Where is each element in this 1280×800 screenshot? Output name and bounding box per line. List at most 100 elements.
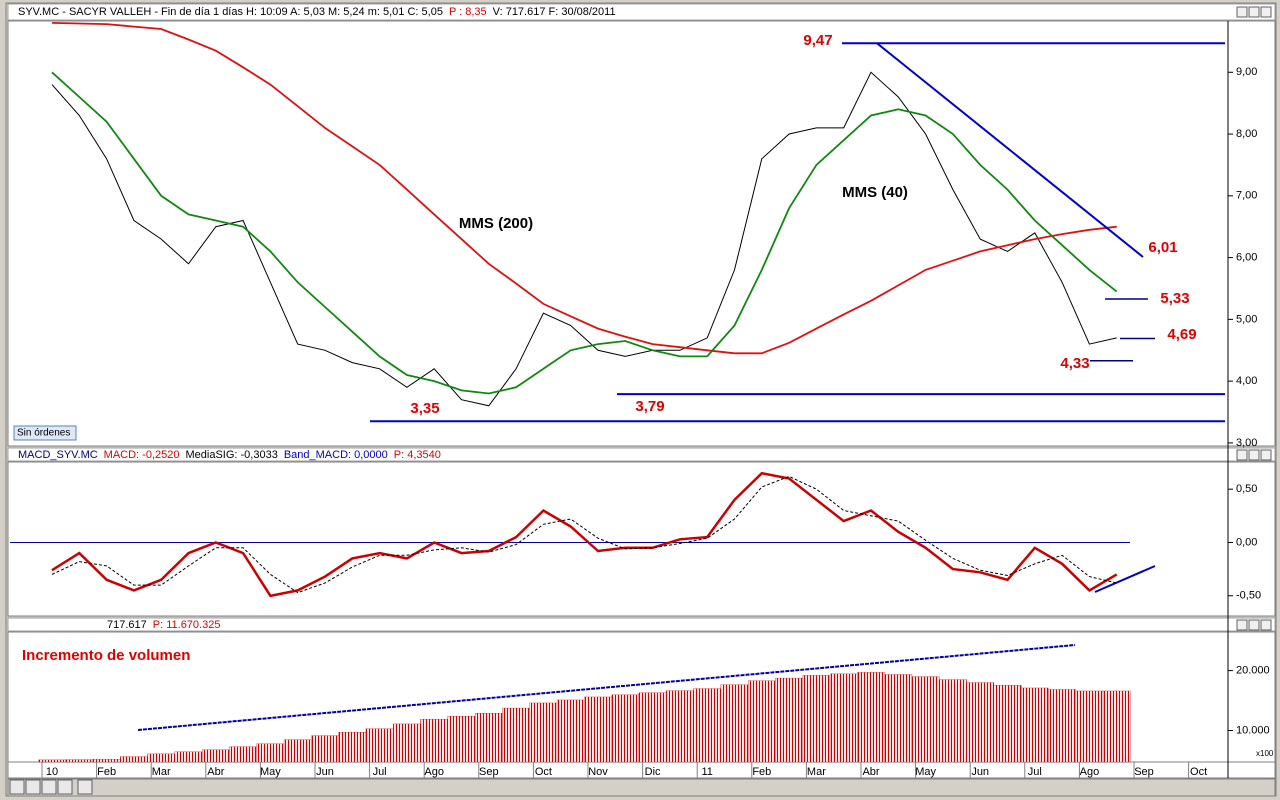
volume-bar bbox=[829, 673, 858, 763]
macd-panel bbox=[7, 461, 1276, 617]
win-close[interactable] bbox=[1260, 619, 1272, 631]
title-strip bbox=[7, 3, 1276, 21]
win-min[interactable] bbox=[1236, 449, 1248, 461]
orders-button-label: Sin órdenes bbox=[17, 428, 70, 439]
nav-last[interactable] bbox=[57, 779, 73, 795]
nav-buttons[interactable] bbox=[9, 779, 93, 795]
x-tick-label: Feb bbox=[97, 766, 116, 778]
volume-bar bbox=[693, 688, 721, 763]
volume-bar bbox=[447, 715, 476, 763]
x-tick-label: Oct bbox=[535, 766, 552, 778]
volume-bar bbox=[283, 739, 312, 763]
header-part: MACD: -0,2520 bbox=[104, 449, 180, 461]
y-tick-label: 3,00 bbox=[1236, 437, 1257, 449]
macd-trend bbox=[1094, 565, 1156, 593]
volume-bar bbox=[802, 675, 831, 763]
nav-scroll[interactable] bbox=[77, 779, 93, 795]
x-tick-label: 11 bbox=[701, 766, 712, 778]
volume-bar bbox=[393, 723, 421, 763]
volume-bar bbox=[474, 712, 503, 763]
x-tick-label: Jun bbox=[971, 766, 989, 778]
series-label: MMS (40) bbox=[842, 184, 908, 201]
panel-header: 717.617 P: 11.670.325 bbox=[107, 619, 220, 631]
volume-bar bbox=[529, 702, 558, 763]
x-tick-label: Abr bbox=[862, 766, 879, 778]
panel-header: MACD_SYV.MC MACD: -0,2520 MediaSIG: -0,303… bbox=[18, 449, 441, 461]
volume-bar bbox=[1048, 689, 1076, 763]
x-tick-label: Ago bbox=[424, 766, 444, 778]
y-tick-label: 8,00 bbox=[1236, 128, 1257, 140]
volume-bar bbox=[502, 707, 530, 763]
win-max[interactable] bbox=[1248, 619, 1260, 631]
header-part: V: 717.617 F: 30/08/2011 bbox=[493, 6, 616, 18]
volume-bar bbox=[584, 696, 612, 763]
volume-bar bbox=[38, 759, 66, 763]
volume-bar bbox=[147, 753, 176, 763]
trend-line bbox=[876, 42, 1144, 258]
header-part: MediaSIG: -0,3033 bbox=[185, 449, 277, 461]
volume-bar bbox=[1102, 690, 1131, 763]
header-part: P: 11.670.325 bbox=[153, 619, 221, 631]
volume-bar bbox=[120, 756, 148, 763]
nav-prev[interactable] bbox=[25, 779, 41, 795]
x-tick-label: Jul bbox=[1028, 766, 1042, 778]
volume-bar bbox=[365, 728, 394, 763]
y-tick-label: 0,00 bbox=[1236, 536, 1257, 548]
series-line bbox=[51, 71, 1118, 395]
y-tick-label: 6,00 bbox=[1236, 251, 1257, 263]
header-part: 717.617 bbox=[107, 619, 147, 631]
header-part: P : 8,35 bbox=[449, 6, 487, 18]
series-line bbox=[51, 471, 1118, 598]
x-tick-label: May bbox=[260, 766, 281, 778]
y-tick-label: 10.000 bbox=[1236, 724, 1270, 736]
volume-bar bbox=[174, 751, 203, 763]
annotation-label: 3,35 bbox=[410, 400, 439, 417]
volume-bar bbox=[420, 718, 448, 763]
price-panel bbox=[7, 20, 1276, 447]
volume-bar bbox=[993, 685, 1022, 763]
win-close[interactable] bbox=[1260, 6, 1272, 18]
orders-button[interactable] bbox=[13, 425, 77, 441]
x-tick-label: Abr bbox=[207, 766, 224, 778]
nav-next[interactable] bbox=[41, 779, 57, 795]
x-tick-label: Jun bbox=[316, 766, 334, 778]
window-buttons[interactable] bbox=[1236, 6, 1272, 631]
annotation-label: 9,47 bbox=[803, 32, 832, 49]
volume-bar bbox=[338, 731, 367, 763]
y-tick-label: 20.000 bbox=[1236, 664, 1270, 676]
y-tick-label: 9,00 bbox=[1236, 66, 1257, 78]
header-part: MACD_SYV.MC bbox=[18, 449, 98, 461]
volume-note: Incremento de volumen bbox=[22, 647, 190, 664]
y-unit: x100 bbox=[1256, 749, 1274, 758]
series-line bbox=[51, 475, 1117, 594]
volume-header-strip bbox=[7, 617, 1276, 632]
x-tick-label: Sep bbox=[479, 766, 499, 778]
win-close[interactable] bbox=[1260, 449, 1272, 461]
y-tick-label: 7,00 bbox=[1236, 190, 1257, 202]
volume-bar bbox=[201, 749, 230, 763]
scroll-bar[interactable] bbox=[7, 778, 1276, 797]
volume-bar bbox=[92, 759, 121, 763]
volume-bar bbox=[1075, 690, 1104, 763]
volume-bar bbox=[1021, 687, 1049, 763]
volume-bar bbox=[911, 676, 940, 763]
volume-bar bbox=[638, 692, 667, 763]
win-min[interactable] bbox=[1236, 619, 1248, 631]
win-max[interactable] bbox=[1248, 449, 1260, 461]
volume-bar bbox=[311, 735, 339, 763]
nav-first[interactable] bbox=[9, 779, 25, 795]
y-tick-label: -0,50 bbox=[1236, 590, 1261, 602]
volume-bar bbox=[939, 679, 967, 763]
x-tick-label: Feb bbox=[752, 766, 771, 778]
win-max[interactable] bbox=[1248, 6, 1260, 18]
y-tick-label: 4,00 bbox=[1236, 375, 1257, 387]
volume-bar bbox=[611, 694, 640, 763]
x-tick-label: May bbox=[915, 766, 936, 778]
macd-header-strip bbox=[7, 447, 1276, 462]
header-part: SYV.MC - SACYR VALLEH - Fin de día 1 día… bbox=[18, 6, 443, 18]
annotation-label: 3,79 bbox=[635, 398, 664, 415]
win-min[interactable] bbox=[1236, 6, 1248, 18]
volume-bar bbox=[556, 699, 585, 763]
header-part: P: 4,3540 bbox=[394, 449, 441, 461]
